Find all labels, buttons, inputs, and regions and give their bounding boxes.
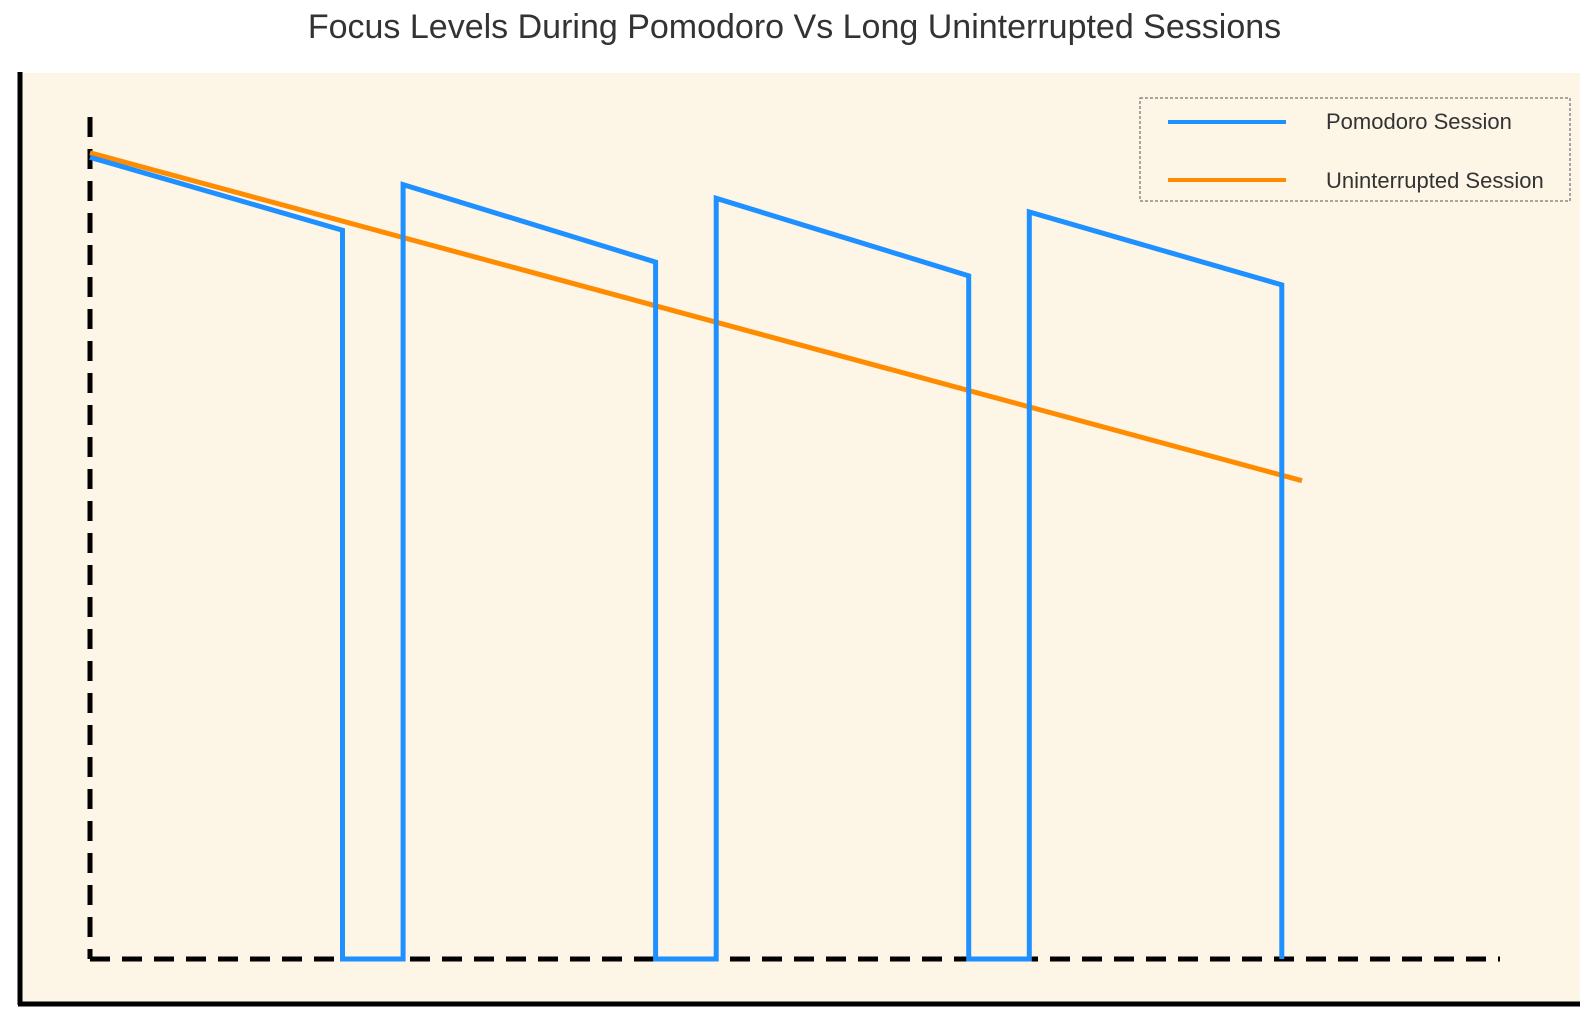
legend: Pomodoro Session Uninterrupted Session [1139,97,1571,202]
plot-background [20,73,1580,1005]
legend-label-uninterrupted: Uninterrupted Session [1326,168,1544,193]
series-line-pomodoro [89,154,1285,962]
legend-box [1139,97,1571,202]
series-line-uninterrupted [89,150,1303,484]
chart-title: Focus Levels During Pomodoro Vs Long Uni… [307,8,1282,46]
legend-label-pomodoro: Pomodoro Session [1326,109,1512,134]
series-layer [89,150,1303,962]
